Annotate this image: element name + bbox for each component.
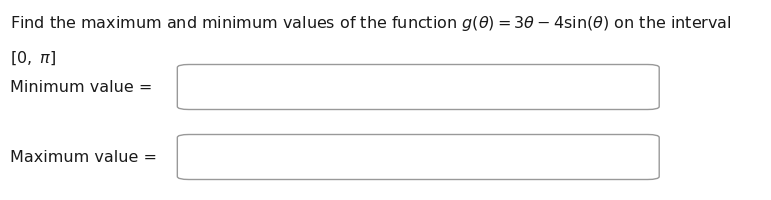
- Text: $[0,\ \pi]$: $[0,\ \pi]$: [10, 50, 56, 67]
- Text: Minimum value =: Minimum value =: [10, 80, 153, 95]
- FancyBboxPatch shape: [177, 65, 659, 110]
- Text: Maximum value =: Maximum value =: [10, 150, 157, 164]
- FancyBboxPatch shape: [177, 134, 659, 180]
- Text: Find the maximum and minimum values of the function $g(\theta) = 3\theta - 4\sin: Find the maximum and minimum values of t…: [10, 14, 732, 33]
